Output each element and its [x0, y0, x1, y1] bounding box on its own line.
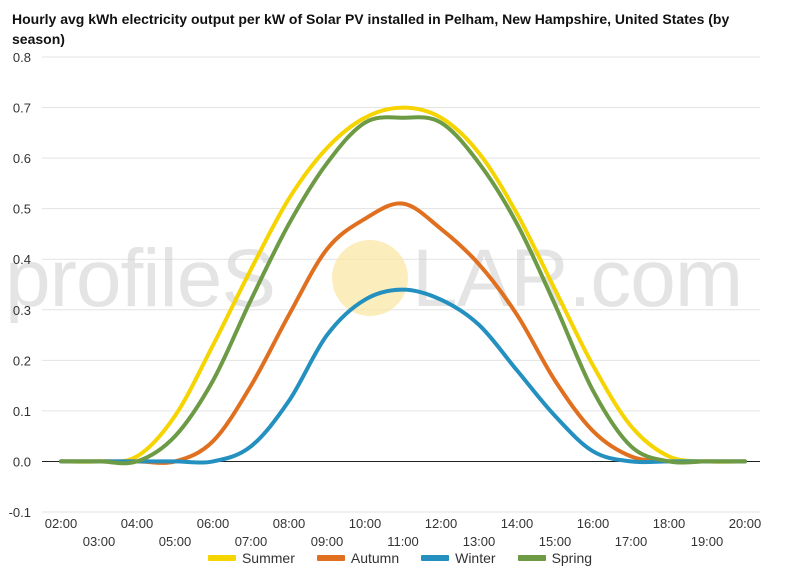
- x-tick-label: 20:00: [729, 516, 762, 531]
- watermark: profileS LAR.com: [5, 233, 743, 324]
- x-tick-label: 16:00: [577, 516, 610, 531]
- legend: Summer Autumn Winter Spring: [0, 548, 800, 568]
- series-line-spring: [59, 115, 747, 466]
- x-tick-label: 04:00: [121, 516, 154, 531]
- legend-label: Autumn: [350, 550, 400, 566]
- legend-swatch: [207, 555, 236, 561]
- x-tick-label: 17:00: [615, 534, 648, 549]
- legend-label: Winter: [455, 550, 496, 566]
- watermark-text-left: profileS: [5, 233, 275, 324]
- y-tick-label: 0.7: [13, 101, 31, 116]
- legend-label: Spring: [551, 550, 593, 566]
- x-axis-ticks: 02:00 04:00 06:00 08:00 10:00 12:00 14:00 16:00…: [45, 516, 762, 549]
- y-tick-label: 0.6: [13, 151, 31, 166]
- series-lines: [59, 105, 747, 466]
- legend-item-summer[interactable]: Summer: [207, 550, 295, 566]
- series-line-summer: [59, 105, 747, 464]
- x-tick-label: 12:00: [425, 516, 458, 531]
- x-tick-label: 03:00: [83, 534, 116, 549]
- x-tick-label: 02:00: [45, 516, 78, 531]
- grid-lines: [42, 56, 760, 513]
- legend-item-spring[interactable]: Spring: [517, 550, 593, 566]
- y-axis-ticks: 0.8 0.7 0.6 0.5 0.4 0.3 0.2 0.1 0.0 -0.1: [9, 50, 31, 520]
- x-tick-label: 19:00: [691, 534, 724, 549]
- watermark-sun: [332, 240, 408, 316]
- legend-label: Summer: [241, 550, 295, 566]
- series-line-winter: [59, 287, 747, 465]
- y-tick-label: 0.4: [13, 252, 31, 267]
- legend-swatch: [421, 555, 450, 561]
- x-tick-label: 07:00: [235, 534, 268, 549]
- x-tick-label: 06:00: [197, 516, 230, 531]
- x-tick-label: 09:00: [311, 534, 344, 549]
- x-tick-label: 18:00: [653, 516, 686, 531]
- x-tick-label: 15:00: [539, 534, 572, 549]
- legend-swatch: [517, 555, 546, 561]
- y-tick-label: 0.0: [13, 454, 31, 469]
- y-tick-label: 0.5: [13, 202, 31, 217]
- chart-title: Hourly avg kWh electricity output per kW…: [12, 11, 730, 47]
- legend-swatch: [316, 555, 345, 561]
- legend-item-winter[interactable]: Winter: [421, 550, 496, 566]
- watermark-text-right: LAR.com: [412, 233, 742, 324]
- y-tick-label: -0.1: [9, 505, 31, 520]
- y-tick-label: 0.8: [13, 50, 31, 65]
- y-tick-label: 0.2: [13, 353, 31, 368]
- x-tick-label: 11:00: [387, 534, 419, 549]
- x-tick-label: 13:00: [463, 534, 496, 549]
- x-tick-label: 10:00: [349, 516, 382, 531]
- legend-item-autumn[interactable]: Autumn: [316, 550, 400, 566]
- y-tick-label: 0.1: [13, 404, 31, 419]
- x-tick-label: 14:00: [501, 516, 534, 531]
- x-tick-label: 08:00: [273, 516, 306, 531]
- x-tick-label: 05:00: [159, 534, 192, 549]
- y-tick-label: 0.3: [13, 303, 31, 318]
